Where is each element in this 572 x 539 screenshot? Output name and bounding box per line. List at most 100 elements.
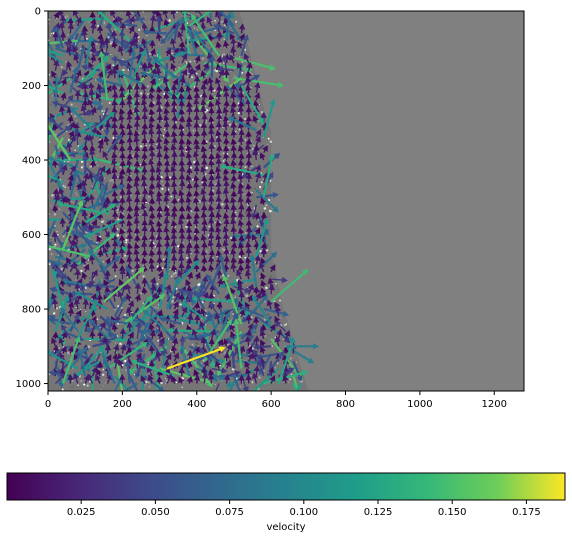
particle-speck: [185, 229, 188, 232]
particle-speck: [140, 233, 142, 235]
particle-speck: [183, 389, 185, 391]
particle-speck: [66, 337, 68, 339]
arrow-head: [139, 70, 146, 77]
particle-speck: [295, 361, 298, 363]
particle-speck: [175, 381, 178, 384]
arrow-shaft: [96, 285, 115, 288]
velocity-arrow: [166, 17, 186, 42]
velocity-arrow: [117, 45, 124, 56]
velocity-arrow: [186, 61, 193, 71]
particle-speck: [266, 170, 269, 173]
particle-speck: [101, 220, 104, 223]
particle-speck: [287, 381, 290, 384]
arrow-head: [89, 11, 96, 18]
particle-speck: [161, 267, 164, 270]
velocity-arrow: [72, 11, 79, 19]
particle-speck: [169, 131, 171, 133]
particle-speck: [147, 142, 148, 144]
velocity-arrow: [96, 24, 104, 34]
particle-speck: [139, 261, 141, 264]
particle-speck: [124, 141, 126, 143]
arrow-shaft: [48, 49, 64, 57]
particle-speck: [143, 383, 147, 387]
particle-speck: [239, 128, 241, 131]
velocity-arrow: [186, 93, 193, 101]
particle-speck: [263, 207, 267, 210]
particle-speck: [152, 323, 154, 325]
particle-speck: [182, 241, 184, 244]
particle-speck: [154, 323, 156, 325]
particle-speck: [129, 15, 132, 17]
arrow-head: [123, 43, 131, 50]
arrow-head: [225, 11, 233, 18]
arrow-head: [245, 84, 252, 91]
particle-speck: [202, 57, 205, 60]
arrow-shaft: [68, 17, 108, 22]
particle-speck: [50, 16, 53, 19]
particle-speck: [90, 20, 93, 22]
particle-speck: [109, 42, 112, 45]
particle-speck: [214, 53, 217, 57]
arrow-head: [246, 61, 253, 69]
particle-speck: [139, 145, 143, 148]
particle-speck: [103, 21, 105, 23]
velocity-arrow: [181, 53, 188, 64]
arrow-head: [149, 78, 156, 85]
particle-speck: [116, 211, 119, 214]
particle-speck: [179, 187, 181, 190]
arrow-head: [193, 29, 200, 37]
velocity-arrow: [236, 62, 243, 71]
arrow-head: [193, 85, 200, 92]
particle-speck: [213, 193, 217, 197]
particle-speck: [65, 101, 67, 103]
particle-speck: [265, 286, 268, 289]
particle-speck: [60, 267, 63, 271]
particle-speck: [50, 33, 52, 35]
velocity-arrow: [156, 86, 163, 94]
arrow-head: [38, 178, 44, 185]
particle-speck: [50, 236, 52, 238]
arrow-head: [81, 64, 88, 71]
arrow-head: [178, 17, 186, 24]
arrow-shaft: [99, 11, 106, 27]
particle-speck: [86, 163, 88, 165]
particle-speck: [243, 247, 245, 249]
particle-speck: [103, 105, 106, 107]
particle-speck: [205, 75, 208, 78]
arrow-head: [160, 38, 167, 45]
particle-speck: [87, 345, 91, 349]
arrow-head: [90, 54, 97, 61]
arrow-head: [82, 99, 89, 106]
arrow-head: [126, 83, 133, 90]
arrow-head: [145, 57, 153, 65]
particle-speck: [70, 103, 73, 106]
particle-speck: [79, 76, 81, 78]
arrow-head: [67, 17, 74, 24]
particle-speck: [216, 121, 218, 124]
velocity-arrow: [60, 78, 67, 86]
arrow-head: [53, 59, 60, 66]
particle-speck: [167, 338, 170, 340]
velocity-arrow: [193, 85, 200, 94]
arrow-shaft: [100, 53, 109, 101]
arrow-shaft: [122, 39, 138, 48]
arrow-shaft: [154, 57, 176, 79]
velocity-arrow: [221, 54, 228, 71]
particle-speck: [64, 186, 66, 188]
particle-speck: [62, 235, 65, 238]
arrow-head: [140, 83, 147, 90]
particle-speck: [147, 93, 149, 95]
velocity-arrow: [215, 77, 221, 86]
particle-speck: [244, 48, 247, 51]
particle-speck: [112, 64, 115, 67]
velocity-arrow: [208, 84, 215, 94]
arrow-head: [87, 98, 94, 106]
arrow-head: [186, 27, 193, 34]
arrow-head: [90, 18, 97, 25]
velocity-arrow: [110, 11, 116, 19]
velocity-arrow: [99, 11, 106, 27]
arrow-head: [26, 42, 32, 48]
particle-speck: [177, 239, 179, 241]
particle-speck: [82, 264, 85, 267]
particle-speck: [98, 46, 100, 48]
